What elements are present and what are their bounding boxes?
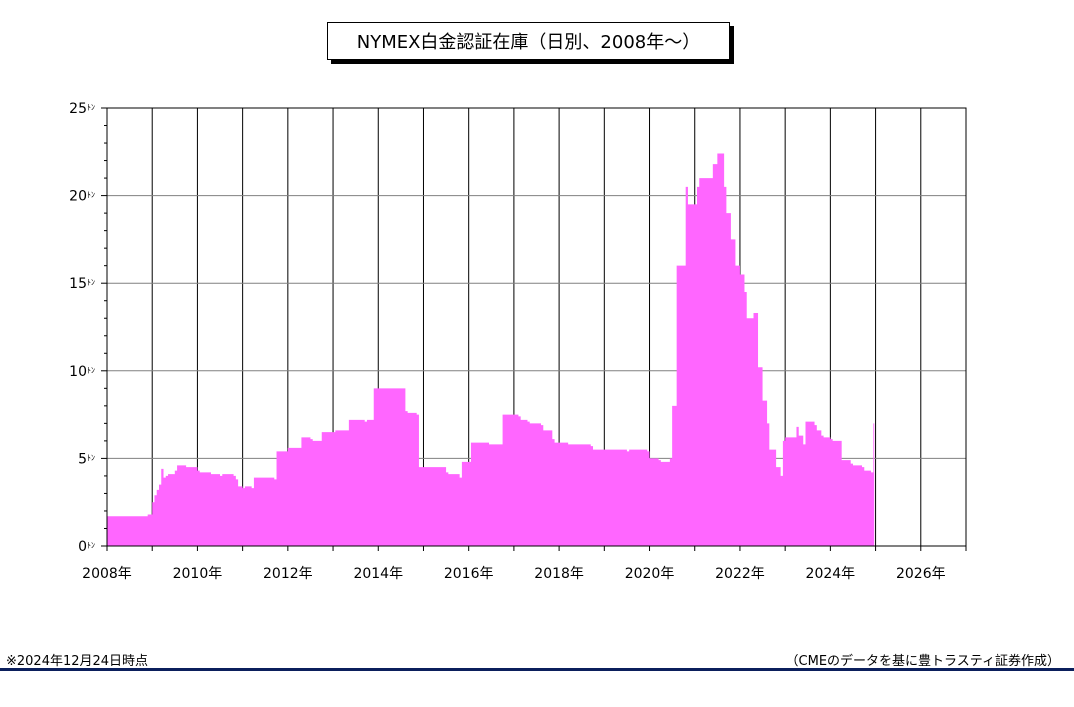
y-axis: 0ﾄﾝ 5ﾄﾝ 10ﾄﾝ 15ﾄﾝ 20ﾄﾝ 25ﾄﾝ: [69, 101, 107, 555]
chart-title: NYMEX白金認証在庫（日別、2008年～）: [327, 22, 730, 60]
y-tick-label: 5ﾄﾝ: [78, 451, 95, 467]
footnote-date: ※2024年12月24日時点: [6, 654, 149, 669]
y-tick-label: 25ﾄﾝ: [69, 101, 95, 117]
x-tick-label: 2018年: [534, 566, 584, 582]
x-tick-label: 2014年: [353, 566, 403, 582]
x-tick-label: 2012年: [263, 566, 313, 582]
y-tick-label: 0ﾄﾝ: [78, 539, 95, 555]
y-tick-label: 10ﾄﾝ: [69, 364, 95, 380]
stock-area-series: [107, 153, 875, 546]
x-tick-label: 2016年: [444, 566, 494, 582]
x-tick-label: 2008年: [82, 566, 132, 582]
x-tick-label: 2010年: [173, 566, 223, 582]
y-tick-label: 20ﾄﾝ: [69, 189, 95, 205]
x-tick-label: 2026年: [896, 566, 946, 582]
x-tick-label: 2020年: [625, 566, 675, 582]
plot-frame: [106, 107, 967, 547]
y-tick-label: 15ﾄﾝ: [69, 276, 95, 292]
footnote-source: （CMEのデータを基に豊トラスティ証券作成）: [785, 654, 1060, 669]
bottom-rule: [0, 668, 1074, 671]
x-tick-label: 2024年: [806, 566, 856, 582]
x-axis: 2008年 2010年 2012年 2014年 2016年 2018年 2020年 2022年…: [82, 546, 967, 582]
x-tick-label: 2022年: [715, 566, 765, 582]
